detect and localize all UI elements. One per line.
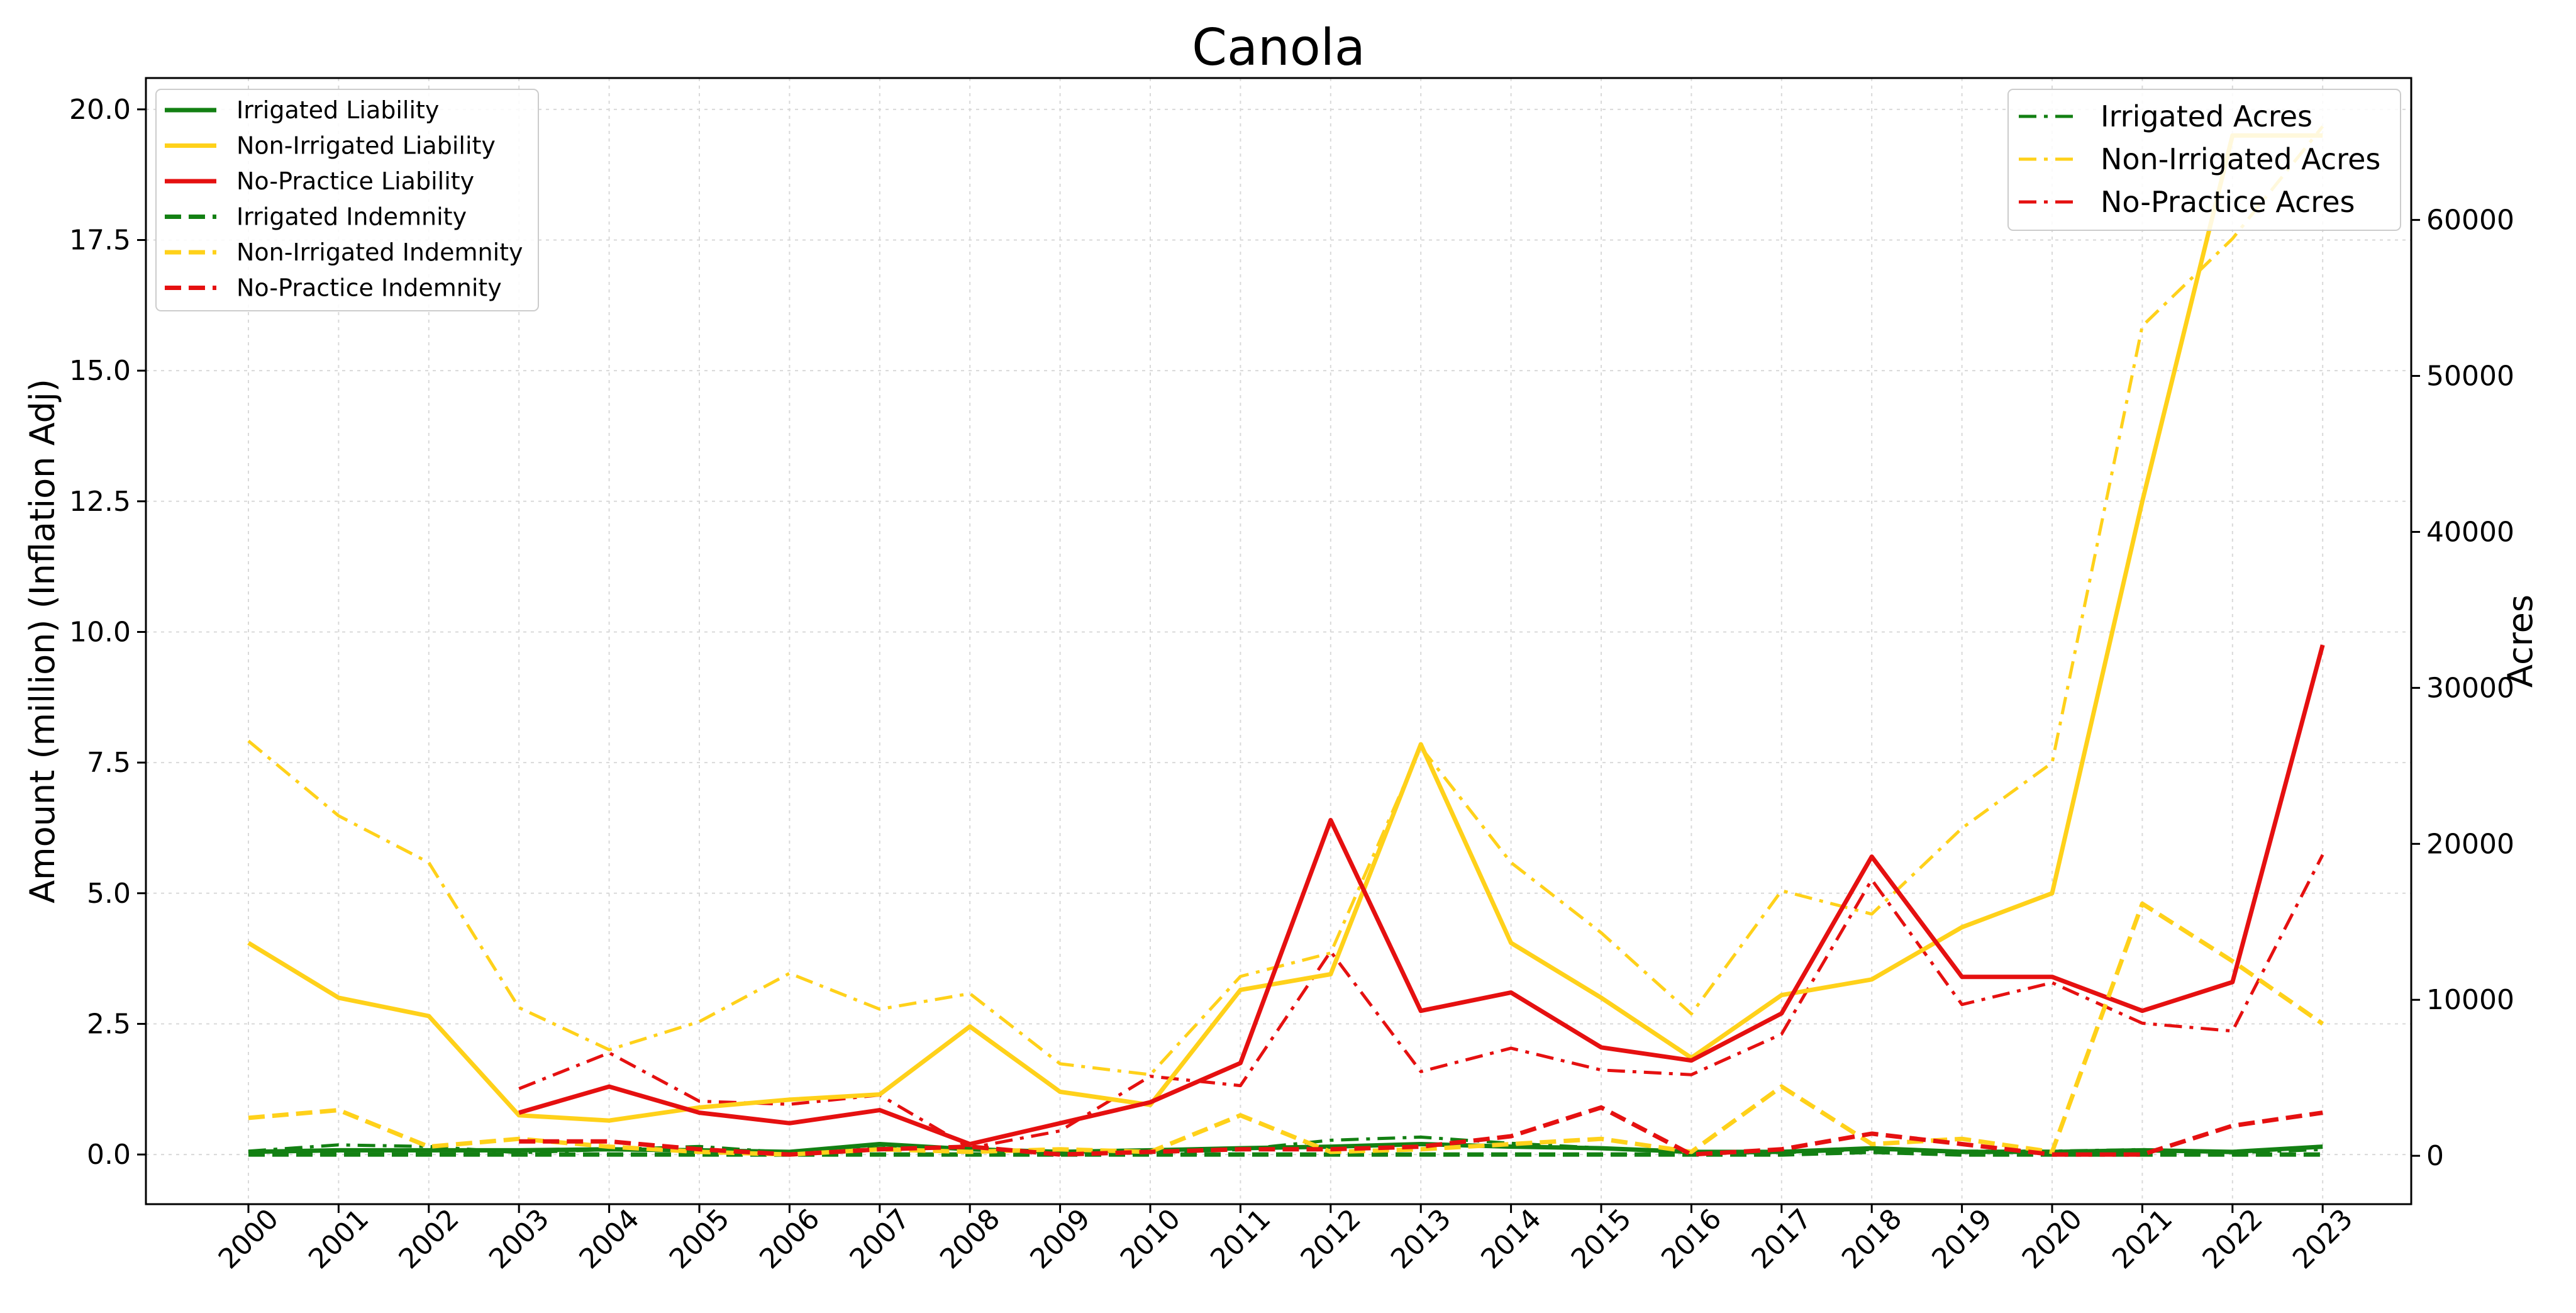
x-tick-label: 2022 [2197,1203,2269,1275]
y2-tick-label: 50000 [2426,360,2514,393]
x-tick-label: 2021 [2106,1203,2179,1275]
y2-tick-label: 30000 [2426,672,2514,704]
series-line-irrigated-indemnity [248,1149,2323,1157]
series-line-non-irrigated-liability [247,133,2323,1123]
y-axis-ticks: 0.0 2.5 5.0 7.5 10.0 12.5 15.0 17.5 20.0 [69,94,146,1171]
legend-right: Irrigated Acres Non-Irrigated Acres No-Pra… [2007,89,2401,231]
y-tick-label: 15.0 [69,355,131,387]
x-tick-label: 2010 [1114,1203,1187,1275]
x-tick-label: 2008 [934,1203,1006,1275]
x-tick-label: 2006 [753,1203,826,1275]
x-axis-ticks: 2000 2001 2002 2003 2004 2005 2006 2007 2008 2009… [213,1203,2359,1275]
y-tick-label: 12.5 [69,486,131,518]
x-tick-label: 2005 [663,1203,736,1275]
y2-tick-label: 0 [2426,1140,2444,1172]
plot-frame [145,77,2412,1205]
x-tick-label: 2007 [844,1203,916,1275]
x-tick-label: 2009 [1024,1203,1096,1275]
x-tick-label: 2013 [1385,1203,1457,1275]
y2-tick-label: 40000 [2426,516,2514,548]
y-tick-label: 20.0 [69,94,131,126]
chart-title: Canola [1192,18,1365,77]
x-tick-label: 2018 [1836,1203,1908,1275]
x-tick-label: 2001 [303,1203,375,1275]
gridlines [146,78,2411,1204]
y-tick-label: 10.0 [69,616,131,648]
x-tick-label: 2000 [213,1203,285,1275]
legend-label: Irrigated Liability [236,96,439,124]
y-tick-label: 2.5 [87,1008,131,1040]
y-tick-label: 17.5 [69,224,131,256]
legend-left: Irrigated Liability Non-Irrigated Liabili… [155,89,539,311]
legend-label: Irrigated Acres [2101,99,2312,133]
x-tick-label: 2023 [2287,1203,2359,1275]
y-tick-label: 7.5 [87,747,131,779]
legend-label: Non-Irrigated Acres [2101,142,2380,176]
x-tick-label: 2020 [2016,1203,2089,1275]
y-axis-label: Amount (million) (Inflation Adj) [23,379,62,903]
legend-left-box [155,89,539,311]
y2-tick-label: 10000 [2426,984,2514,1016]
x-tick-label: 2011 [1204,1203,1277,1275]
series-line-no-practice-liability [518,644,2325,1146]
legend-label: Non-Irrigated Indemnity [236,238,523,266]
x-tick-label: 2002 [393,1203,465,1275]
x-tick-label: 2019 [1926,1203,1998,1275]
series-line-non-irrigated-acres [247,125,2324,1076]
y2-tick-label: 20000 [2426,828,2514,860]
x-tick-label: 2015 [1565,1203,1638,1275]
x-tick-label: 2016 [1655,1203,1728,1275]
legend-label: No-Practice Acres [2101,185,2355,219]
y2-axis-label: Acres [2501,595,2540,688]
y2-axis-ticks: 0 10000 20000 30000 40000 50000 60000 [2411,204,2514,1172]
x-tick-label: 2012 [1295,1203,1367,1275]
x-tick-label: 2004 [573,1203,645,1275]
y-tick-label: 5.0 [87,878,131,910]
legend-label: No-Practice Liability [236,167,474,195]
legend-label: Irrigated Indemnity [236,203,467,231]
legend-right-box [2007,89,2401,231]
series-line-no-practice-indemnity [519,1105,2323,1157]
legend-label: No-Practice Indemnity [236,274,502,302]
x-tick-label: 2003 [483,1203,555,1275]
y2-tick-label: 60000 [2426,204,2514,237]
legend-label: Non-Irrigated Liability [236,132,496,160]
series-line-no-practice-acres [518,854,2324,1150]
y-tick-label: 0.0 [87,1139,131,1171]
x-tick-label: 2017 [1746,1203,1818,1275]
series-line-non-irrigated-indemnity [248,901,2324,1157]
series-lines [247,125,2325,1157]
x-tick-label: 2014 [1475,1203,1547,1275]
